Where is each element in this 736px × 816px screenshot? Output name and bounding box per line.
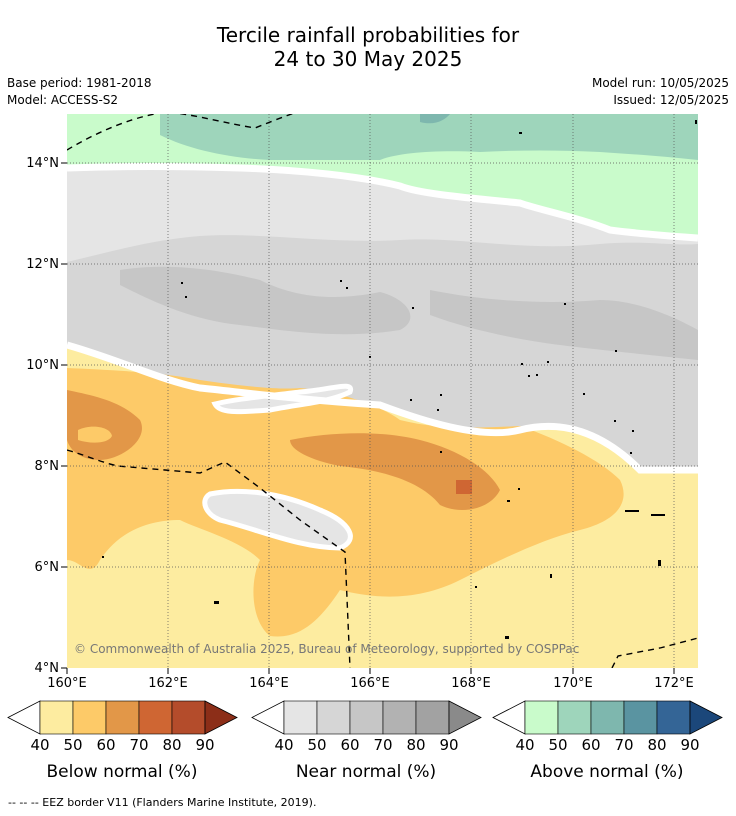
colorbar-tick-label: 70 xyxy=(614,736,633,754)
title-line-2: 24 to 30 May 2025 xyxy=(273,47,463,71)
near-normal-label: Near normal (%) xyxy=(295,762,437,782)
colorbar-segment xyxy=(39,700,74,735)
colorbar-tick-label: 60 xyxy=(340,736,359,754)
issued-date: Issued: 12/05/2025 xyxy=(613,93,729,107)
colorbar-above-normal: 40 50 60 70 80 90 xyxy=(492,700,723,754)
lat-label: 14°N xyxy=(26,156,59,171)
colorbar-segment xyxy=(171,700,206,735)
colorbar-under-arrow xyxy=(492,700,526,735)
latitude-labels: 4°N 6°N 8°N 10°N 12°N 14°N xyxy=(26,156,59,676)
colorbar-below-normal: 40 50 60 70 80 90 xyxy=(7,700,238,754)
lat-label: 6°N xyxy=(35,560,60,575)
colorbar-tick-label: 70 xyxy=(129,736,148,754)
colorbar-tick-label: 90 xyxy=(439,736,458,754)
colorbar-tick-label: 50 xyxy=(307,736,326,754)
lon-label: 170°E xyxy=(553,676,593,691)
lat-label: 10°N xyxy=(26,358,59,373)
colorbar-tick-label: 60 xyxy=(96,736,115,754)
colorbar-segment xyxy=(72,700,107,735)
model-run: Model run: 10/05/2025 xyxy=(591,76,729,90)
probability-field xyxy=(67,114,698,668)
lat-label: 8°N xyxy=(35,459,60,474)
colorbar-segment xyxy=(382,700,417,735)
colorbar-tick-label: 50 xyxy=(63,736,82,754)
colorbar-tick-label: 70 xyxy=(373,736,392,754)
colorbar-over-arrow xyxy=(204,700,238,735)
lon-label: 172°E xyxy=(654,676,694,691)
lon-label: 166°E xyxy=(350,676,390,691)
longitude-labels: 160°E 162°E 164°E 166°E 168°E 170°E 172°… xyxy=(47,676,694,691)
colorbar-near-normal: 40 50 60 70 80 90 xyxy=(251,700,482,754)
colorbar-segment xyxy=(656,700,691,735)
colorbar-under-arrow xyxy=(7,700,41,735)
lat-label: 12°N xyxy=(26,257,59,272)
colorbar-segment xyxy=(105,700,140,735)
colorbar-segment xyxy=(590,700,625,735)
colorbar-under-arrow xyxy=(251,700,285,735)
eez-border-lines xyxy=(67,114,698,668)
below-normal-label: Below normal (%) xyxy=(46,762,198,782)
colorbar-tick-label: 40 xyxy=(30,736,49,754)
model-name: Model: ACCESS-S2 xyxy=(7,93,119,107)
axis-ticks xyxy=(61,162,675,674)
island-markers xyxy=(102,120,697,639)
colorbar-tick-label: 40 xyxy=(515,736,534,754)
colorbar-tick-label: 90 xyxy=(680,736,699,754)
lon-label: 164°E xyxy=(249,676,289,691)
colorbar-segment xyxy=(557,700,592,735)
colorbar-segment xyxy=(138,700,173,735)
lon-label: 162°E xyxy=(148,676,188,691)
colorbar-tick-label: 40 xyxy=(274,736,293,754)
colorbar-over-arrow xyxy=(448,700,482,735)
colorbar-tick-label: 60 xyxy=(581,736,600,754)
lon-label: 168°E xyxy=(451,676,491,691)
title-line-1: Tercile rainfall probabilities for xyxy=(216,23,520,47)
lon-label: 160°E xyxy=(47,676,87,691)
above-normal-label: Above normal (%) xyxy=(530,762,684,782)
gridlines xyxy=(67,114,698,668)
lat-label: 4°N xyxy=(35,661,60,676)
colorbar-over-arrow xyxy=(689,700,723,735)
colorbar-tick-label: 90 xyxy=(195,736,214,754)
colorbar-segment xyxy=(524,700,559,735)
colorbar-tick-label: 80 xyxy=(162,736,181,754)
colorbar-segment xyxy=(283,700,318,735)
copyright-notice: © Commonwealth of Australia 2025, Bureau… xyxy=(74,642,579,656)
colorbar-tick-label: 80 xyxy=(647,736,666,754)
colorbar-segment xyxy=(415,700,450,735)
colorbar-tick-label: 80 xyxy=(406,736,425,754)
colorbar-tick-label: 50 xyxy=(548,736,567,754)
colorbar-segment xyxy=(316,700,351,735)
colorbar-segment xyxy=(623,700,658,735)
base-period: Base period: 1981-2018 xyxy=(7,76,152,90)
eez-legend-note: -- -- -- EEZ border V11 (Flanders Marine… xyxy=(8,796,317,809)
colorbar-segment xyxy=(349,700,384,735)
